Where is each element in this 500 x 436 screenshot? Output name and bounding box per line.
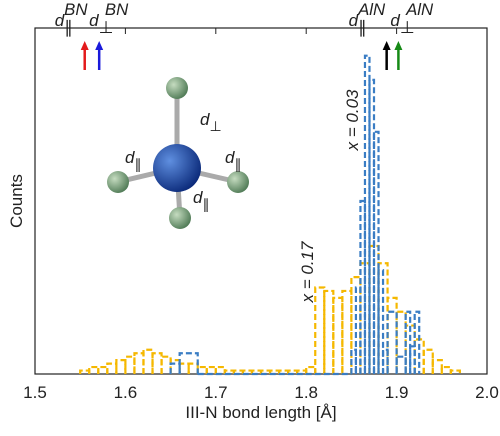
d-label: d∥ xyxy=(125,148,141,172)
d-label: d⊥BN xyxy=(89,0,129,37)
histogram-bin xyxy=(314,286,326,374)
histogram-bin xyxy=(160,355,172,374)
d-label: d⊥AlN xyxy=(390,0,434,37)
histogram-bin xyxy=(422,348,434,374)
d-label: d∥BN xyxy=(55,0,89,37)
series-label: x = 0.17 xyxy=(298,241,317,304)
histogram-bin xyxy=(449,369,461,374)
d-sub: ⊥ xyxy=(400,18,415,37)
d-sub: ∥ xyxy=(64,18,72,37)
x-tick-label: 1.7 xyxy=(204,383,228,402)
d-symbol: d xyxy=(225,148,235,167)
y-axis-label: Counts xyxy=(7,174,26,228)
histogram-bin xyxy=(151,352,163,374)
d-symbol: d xyxy=(349,11,359,30)
histogram-bin xyxy=(332,296,344,374)
histogram-bin xyxy=(372,130,380,374)
histogram-bin xyxy=(404,324,416,374)
histogram-bin xyxy=(440,365,452,374)
histogram-bin xyxy=(386,296,398,374)
x-axis-label: III-N bond length [Å] xyxy=(185,403,336,422)
d-label: d∥AlN xyxy=(349,0,386,37)
histogram-bin xyxy=(431,359,443,374)
d-sup: BN xyxy=(64,0,88,19)
histogram-bin xyxy=(413,310,421,374)
histogram-bin xyxy=(97,365,109,374)
histogram-bin xyxy=(88,365,100,374)
histogram-bin xyxy=(124,355,136,374)
histogram-bin xyxy=(178,362,190,374)
d-sup: AlN xyxy=(357,0,386,19)
d-sup: AlN xyxy=(405,0,434,19)
histogram-bin xyxy=(169,359,181,374)
d-sub: ∥ xyxy=(202,196,209,212)
d-symbol: d xyxy=(200,110,210,129)
histogram-bin xyxy=(169,362,181,374)
d-sub: ⊥ xyxy=(99,18,114,37)
d-symbol: d xyxy=(390,11,400,30)
histogram-bin xyxy=(386,310,398,374)
x-tick-label: 1.8 xyxy=(294,383,318,402)
histogram-bin xyxy=(395,310,407,374)
d-label: d∥ xyxy=(225,148,241,172)
d-sub: ⊥ xyxy=(209,118,221,134)
d-sub: ∥ xyxy=(234,156,241,172)
histogram-bin xyxy=(115,359,127,374)
histogram-bin xyxy=(187,362,199,374)
annotation-arrowhead xyxy=(382,41,391,50)
annotation-arrowhead xyxy=(95,41,104,50)
histogram-bin xyxy=(404,310,412,374)
x-tick-label: 1.9 xyxy=(385,383,409,402)
annotation-arrowhead xyxy=(394,41,403,50)
d-symbol: d xyxy=(89,11,99,30)
histogram-bin xyxy=(106,362,118,374)
x-tick-label: 1.6 xyxy=(114,383,138,402)
d-symbol: d xyxy=(193,188,203,207)
x-tick-label: 1.5 xyxy=(23,383,47,402)
inset-molecule xyxy=(107,77,249,229)
histogram-bin xyxy=(363,54,371,374)
d-symbol: d xyxy=(55,11,65,30)
d-sup: BN xyxy=(105,0,129,19)
histogram-bin xyxy=(142,348,154,374)
d-sub: ∥ xyxy=(134,156,141,172)
d-label: d∥ xyxy=(193,188,209,212)
histogram-bin xyxy=(395,355,407,374)
series-label: x = 0.03 xyxy=(343,89,362,152)
d-sub: ∥ xyxy=(358,18,366,37)
annotation-arrowhead xyxy=(80,41,89,50)
histogram-bin xyxy=(133,352,145,374)
histogram-bin xyxy=(323,289,335,374)
histogram-bin xyxy=(178,352,199,374)
d-label: d⊥ xyxy=(200,110,222,134)
d-symbol: d xyxy=(125,148,135,167)
histogram-bin xyxy=(341,289,353,374)
x-tick-label: 2.0 xyxy=(475,383,499,402)
